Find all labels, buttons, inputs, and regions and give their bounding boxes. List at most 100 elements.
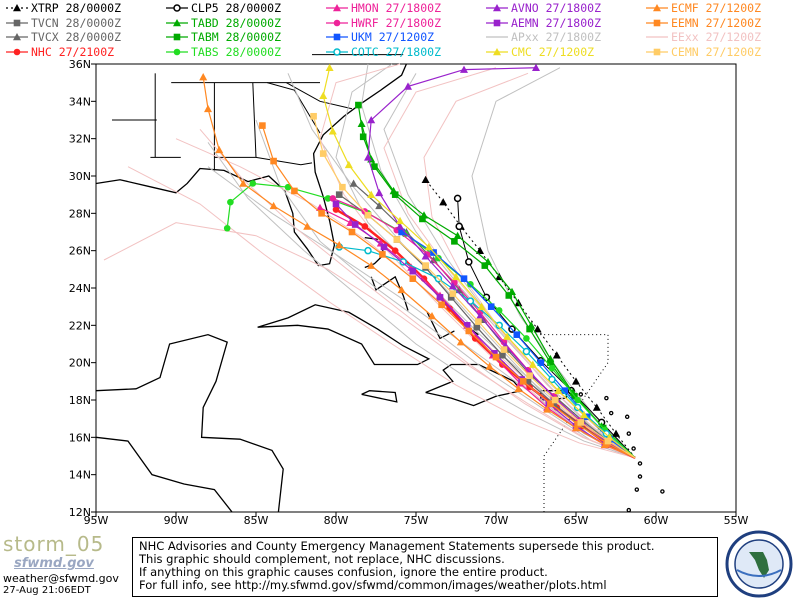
track-point bbox=[548, 364, 556, 372]
state-border bbox=[214, 156, 313, 166]
track-point bbox=[449, 290, 457, 297]
legend-swatch-icon bbox=[6, 33, 28, 41]
track-point bbox=[476, 311, 484, 320]
island bbox=[631, 446, 636, 451]
legend-label: XTRP 28/0000Z bbox=[31, 1, 122, 15]
island bbox=[624, 414, 630, 420]
lat-label: 24N bbox=[69, 282, 91, 295]
track-point bbox=[409, 267, 417, 275]
legend-marker bbox=[333, 47, 341, 56]
island bbox=[626, 507, 632, 513]
legend-label: ECMF 27/1200Z bbox=[671, 1, 762, 15]
legend-label: CMC 27/1200Z bbox=[511, 44, 595, 59]
track-point bbox=[204, 104, 212, 113]
track-point bbox=[592, 403, 601, 411]
track-point bbox=[481, 262, 489, 269]
track-point bbox=[577, 419, 585, 426]
map-grid-ticks bbox=[91, 63, 737, 517]
track-point bbox=[420, 275, 428, 282]
track-point bbox=[419, 215, 426, 223]
island bbox=[634, 487, 640, 492]
legend-label: TVCN 28/0000Z bbox=[31, 15, 122, 30]
legend-label: TABD 28/0000Z bbox=[191, 15, 282, 30]
legend-swatch-icon bbox=[486, 36, 508, 38]
legend-swatch-icon bbox=[486, 4, 508, 12]
map-frame bbox=[95, 63, 737, 513]
legend-label: TVCX 28/0000Z bbox=[31, 30, 122, 44]
track-point bbox=[329, 195, 337, 202]
track-point bbox=[533, 325, 542, 333]
model-tracks bbox=[199, 63, 636, 459]
disclaimer-line: If anything on this graphic causes confu… bbox=[139, 565, 548, 579]
lat-label: 30N bbox=[69, 170, 91, 183]
track-point bbox=[561, 387, 569, 394]
lat-label: 36N bbox=[69, 58, 91, 71]
legend-label: TABM 28/0000Z bbox=[191, 30, 282, 44]
track-point bbox=[239, 179, 248, 187]
island bbox=[578, 392, 584, 397]
lon-label: 70W bbox=[484, 514, 509, 527]
island bbox=[637, 461, 643, 466]
track-point bbox=[375, 201, 384, 210]
lat-label: 18N bbox=[69, 394, 91, 407]
storm-track-map: 12N14N16N18N20N22N24N26N28N30N32N34N36N … bbox=[69, 54, 749, 527]
legend-label: AVNO 27/1800Z bbox=[511, 1, 602, 15]
legend-swatch-icon bbox=[646, 19, 668, 26]
track-point bbox=[424, 242, 433, 251]
legend-marker bbox=[173, 48, 181, 55]
track-point bbox=[393, 236, 401, 243]
lat-label: 26N bbox=[69, 245, 91, 258]
lat-label: 14N bbox=[69, 469, 91, 482]
storm-name: storm_05 bbox=[3, 532, 105, 556]
lon-label: 90W bbox=[164, 514, 189, 527]
track-point bbox=[428, 311, 436, 320]
track-point bbox=[491, 350, 498, 357]
track-point bbox=[455, 222, 463, 231]
track-point bbox=[499, 351, 506, 359]
track-point bbox=[335, 241, 344, 249]
lon-label: 95W bbox=[84, 514, 109, 527]
disclaimer-line[interactable]: For full info, see http://my.sfwmd.gov/s… bbox=[139, 578, 607, 592]
legend-marker bbox=[173, 18, 181, 26]
coastline bbox=[257, 304, 431, 366]
track-point bbox=[325, 63, 334, 72]
track-point bbox=[547, 400, 554, 408]
track-point bbox=[543, 405, 552, 413]
track-point bbox=[391, 247, 399, 254]
track-point bbox=[573, 403, 582, 412]
coastlines bbox=[95, 63, 665, 513]
coastline bbox=[95, 333, 284, 513]
island bbox=[608, 410, 614, 416]
legend-swatch-icon bbox=[6, 19, 28, 26]
track-point bbox=[448, 282, 457, 290]
track-point bbox=[344, 160, 353, 169]
lon-label: 80W bbox=[324, 514, 349, 527]
track-point bbox=[335, 191, 343, 198]
track-point bbox=[477, 302, 486, 310]
track-point bbox=[524, 378, 532, 385]
legend-marker bbox=[493, 4, 501, 12]
track-point bbox=[572, 423, 580, 432]
ensemble-member-track bbox=[127, 166, 636, 459]
contact-email[interactable]: weather@sfwmd.gov bbox=[3, 572, 119, 585]
track-point bbox=[421, 175, 430, 184]
legend-marker bbox=[173, 4, 181, 12]
track-point bbox=[514, 384, 523, 393]
track-point bbox=[485, 362, 494, 370]
track-point bbox=[367, 261, 376, 269]
track-point bbox=[505, 292, 513, 299]
sfwmd-logo-text: sfwmd.gov bbox=[14, 556, 94, 571]
track-point bbox=[316, 203, 324, 212]
track-point bbox=[548, 375, 556, 384]
track-point bbox=[310, 112, 317, 120]
island bbox=[604, 395, 609, 401]
track-point bbox=[522, 347, 531, 356]
legend-label: HMON 27/1800Z bbox=[351, 1, 442, 15]
legend-label: COTC 27/1800Z bbox=[351, 44, 442, 59]
track-point bbox=[500, 346, 508, 353]
lon-label: 65W bbox=[564, 514, 589, 527]
track-point bbox=[526, 372, 533, 380]
track-point bbox=[495, 321, 503, 330]
state-border bbox=[252, 82, 257, 158]
track-point bbox=[259, 122, 266, 129]
